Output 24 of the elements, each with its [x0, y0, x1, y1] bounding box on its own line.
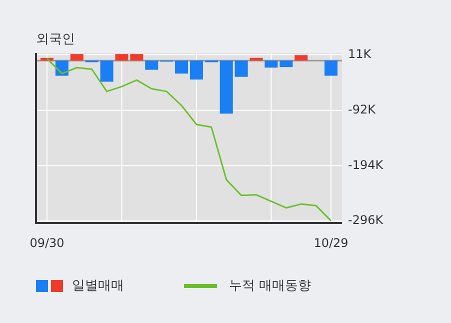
- bar: [280, 60, 293, 68]
- y-tick-label: -194K: [348, 158, 384, 172]
- x-tick-label: 10/29: [314, 236, 348, 250]
- x-tick-label: 09/30: [30, 236, 64, 250]
- bar: [234, 60, 248, 77]
- line-series: [46, 58, 332, 222]
- bar: [175, 60, 188, 74]
- bar: [70, 54, 84, 61]
- bar: [264, 60, 278, 68]
- bar: [324, 60, 338, 76]
- chart-title: 외국인: [36, 32, 75, 47]
- bar: [250, 58, 263, 61]
- bar: [145, 60, 158, 70]
- bar: [190, 60, 203, 80]
- bar: [100, 60, 114, 82]
- legend-label: 일별매매: [72, 278, 124, 294]
- y-tick-label: -296K: [348, 213, 384, 228]
- bar: [115, 54, 128, 61]
- bar: [220, 60, 233, 114]
- bar: [294, 55, 308, 61]
- y-tick-label: -92K: [348, 102, 377, 117]
- legend-label: 누적 매매동향: [229, 278, 312, 294]
- bar: [130, 54, 144, 61]
- y-tick-label: 11K: [348, 46, 372, 61]
